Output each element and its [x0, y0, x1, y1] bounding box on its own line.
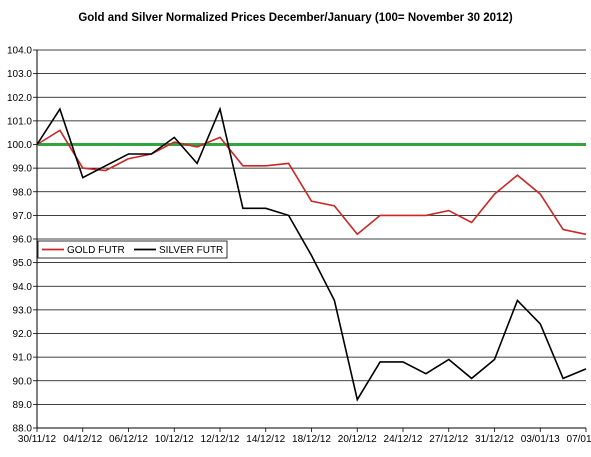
series-lines	[36, 106, 587, 402]
y-tick-label: 100.0	[7, 140, 32, 151]
x-axis-ticks: 30/11/12 04/12/12 06/12/12 10/12/12 12/12/12…	[18, 428, 591, 445]
legend-gold-label: GOLD FUTR	[67, 245, 125, 256]
y-tick-label: 93.0	[13, 305, 33, 316]
chart-title: Gold and Silver Normalized Prices Decemb…	[78, 12, 513, 24]
x-tick-label: 12/12/12	[201, 434, 240, 445]
y-tick-label: 98.0	[13, 187, 33, 198]
x-tick-label: 14/12/12	[246, 434, 285, 445]
x-tick-label: 07/01/13	[567, 434, 591, 445]
y-tick-label: 88.0	[13, 424, 33, 435]
legend-box	[37, 240, 228, 259]
y-tick-label: 99.0	[13, 164, 33, 175]
y-tick-label: 92.0	[13, 329, 33, 340]
gridlines	[33, 49, 586, 429]
x-tick-label: 10/12/12	[155, 434, 194, 445]
x-tick-label: 27/12/12	[429, 434, 468, 445]
x-tick-label: 18/12/12	[292, 434, 331, 445]
legend-silver-label: SILVER FUTR	[159, 245, 223, 256]
x-tick-label: 30/11/12	[18, 434, 57, 445]
y-tick-label: 97.0	[13, 211, 33, 222]
y-axis-ticks: 88.0 89.0 90.0 91.0 92.0 93.0 94.0 95.0 96.0 97.0…	[7, 46, 32, 435]
x-tick-label: 04/12/12	[63, 434, 102, 445]
x-tick-label: 03/01/13	[521, 434, 560, 445]
y-tick-label: 91.0	[13, 353, 33, 364]
y-tick-label: 103.0	[7, 69, 32, 80]
x-tick-label: 20/12/12	[338, 434, 377, 445]
legend: GOLD FUTR SILVER FUTR	[37, 240, 228, 259]
y-tick-label: 101.0	[7, 116, 32, 127]
y-tick-label: 89.0	[13, 400, 33, 411]
y-tick-label: 104.0	[7, 46, 32, 57]
y-tick-label: 96.0	[13, 235, 33, 246]
silver-futr-line	[36, 106, 587, 402]
y-tick-label: 94.0	[13, 282, 33, 293]
y-tick-label: 90.0	[13, 376, 33, 387]
x-tick-label: 24/12/12	[384, 434, 423, 445]
y-tick-label: 95.0	[13, 258, 33, 269]
y-tick-label: 102.0	[7, 93, 32, 104]
x-tick-label: 31/12/12	[475, 434, 514, 445]
gold-futr-line	[36, 129, 587, 236]
x-tick-label: 06/12/12	[109, 434, 148, 445]
